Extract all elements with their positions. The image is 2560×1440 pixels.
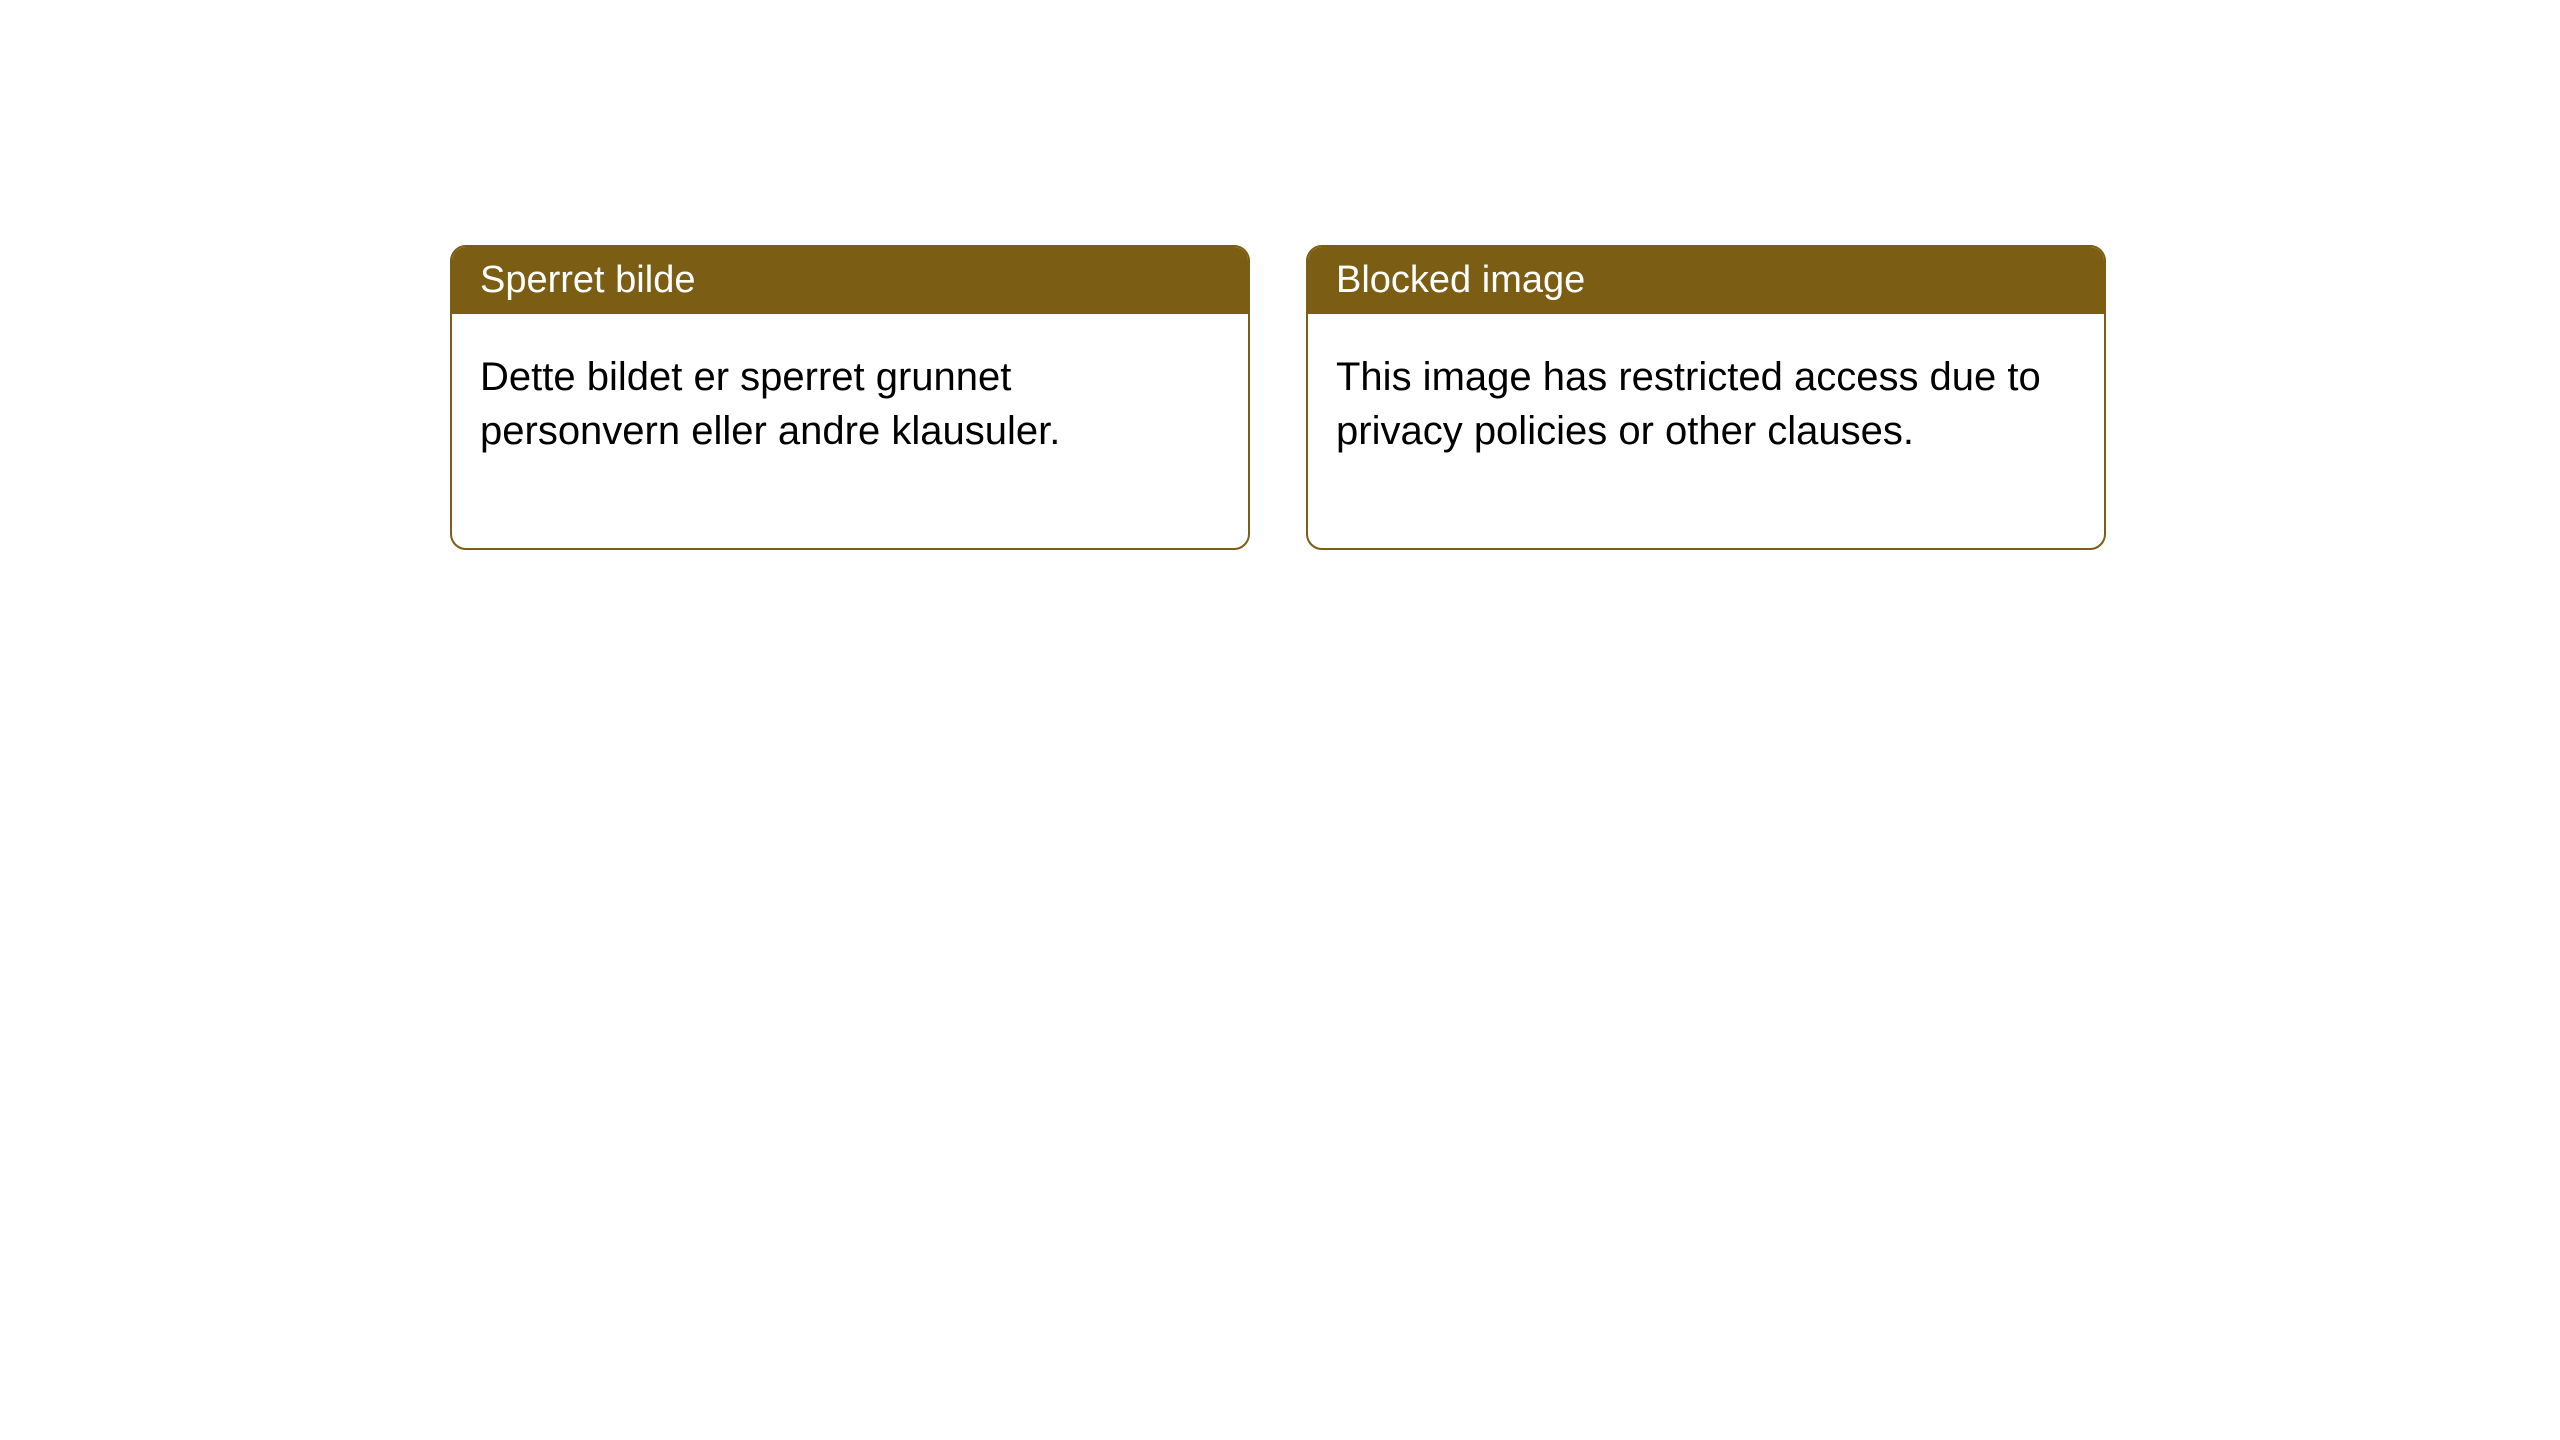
card-header: Blocked image (1308, 247, 2104, 314)
card-header: Sperret bilde (452, 247, 1248, 314)
card-body-text: Dette bildet er sperret grunnet personve… (452, 314, 1248, 548)
blocked-image-cards: Sperret bilde Dette bildet er sperret gr… (450, 245, 2560, 550)
blocked-image-card-no: Sperret bilde Dette bildet er sperret gr… (450, 245, 1250, 550)
blocked-image-card-en: Blocked image This image has restricted … (1306, 245, 2106, 550)
card-body-text: This image has restricted access due to … (1308, 314, 2104, 548)
